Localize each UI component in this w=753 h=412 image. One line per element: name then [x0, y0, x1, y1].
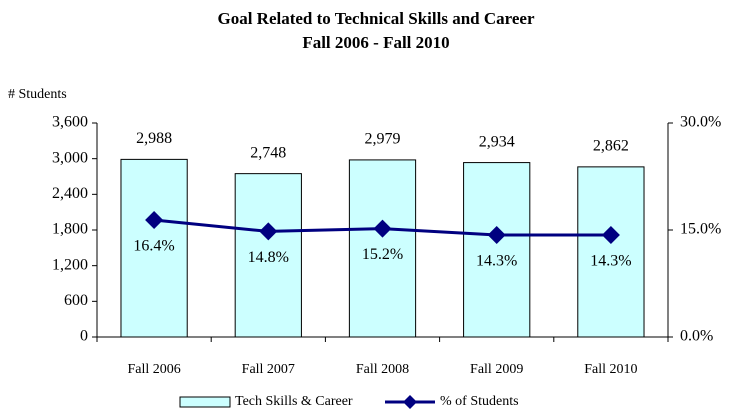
bar-value-label: 2,862	[593, 138, 629, 155]
y-tick-label: 3,000	[52, 149, 88, 166]
line-marker	[373, 219, 392, 238]
bar	[234, 173, 302, 338]
y-tick-label: 3,600	[52, 114, 88, 131]
legend-marker	[403, 395, 417, 409]
line-marker	[259, 222, 278, 241]
y-axis-label: # Students	[8, 87, 67, 102]
line-marker	[601, 225, 620, 244]
legend-swatch	[179, 396, 231, 408]
y-tick-label: 600	[64, 292, 88, 309]
chart-subtitle: Fall 2006 - Fall 2010	[302, 33, 449, 52]
bar	[348, 159, 417, 338]
x-tick-label: Fall 2010	[584, 362, 637, 377]
line-value-label: 14.3%	[476, 253, 517, 270]
x-tick-label: Fall 2008	[356, 362, 409, 377]
bar	[577, 166, 645, 338]
bar	[120, 158, 188, 338]
y2-tick-label: 0.0%	[680, 328, 713, 345]
bar-value-label: 2,748	[250, 144, 286, 161]
chart-title: Goal Related to Technical Skills and Car…	[217, 9, 534, 28]
line-marker	[145, 211, 164, 230]
y-tick-label: 0	[80, 328, 88, 345]
line-value-label: 14.3%	[590, 253, 631, 270]
bar	[463, 162, 531, 338]
y2-tick-label: 15.0%	[680, 221, 721, 238]
bar-value-label: 2,934	[479, 133, 515, 150]
y2-tick-label: 30.0%	[680, 114, 721, 131]
bar-value-label: 2,979	[365, 131, 401, 148]
line-value-label: 15.2%	[362, 246, 403, 263]
legend-label: % of Students	[440, 394, 519, 409]
x-tick-label: Fall 2007	[242, 362, 295, 377]
x-tick-label: Fall 2006	[127, 362, 180, 377]
bar-value-label: 2,988	[136, 130, 172, 147]
y-tick-label: 2,400	[52, 185, 88, 202]
y-tick-label: 1,800	[52, 221, 88, 238]
y-tick-label: 1,200	[52, 256, 88, 273]
line-value-label: 16.4%	[133, 238, 174, 255]
x-tick-label: Fall 2009	[470, 362, 523, 377]
line-value-label: 14.8%	[248, 249, 289, 266]
line-marker	[487, 225, 506, 244]
legend-label: Tech Skills & Career	[235, 394, 353, 409]
